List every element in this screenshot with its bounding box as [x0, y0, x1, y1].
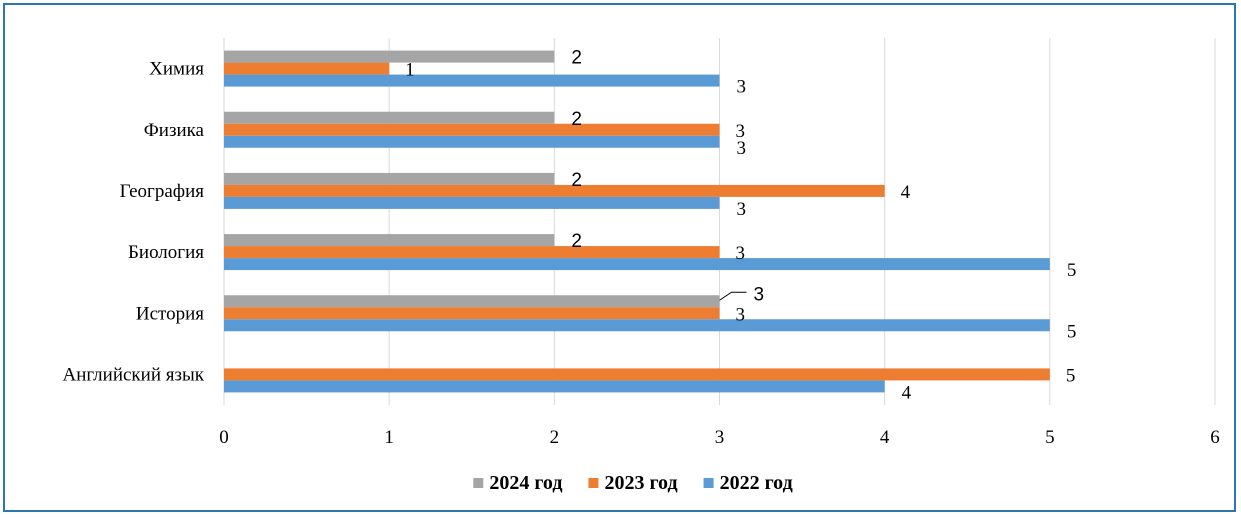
grid-lines — [223, 38, 1216, 405]
bar — [224, 50, 555, 63]
legend-swatch — [473, 478, 484, 488]
data-label: 3 — [737, 199, 747, 220]
category-label: Английский язык — [62, 364, 204, 385]
bar — [224, 380, 885, 393]
data-label: 1 — [405, 60, 415, 81]
x-tick-label: 1 — [384, 427, 394, 448]
bar — [224, 368, 1050, 381]
data-label: 3 — [736, 243, 746, 264]
bar — [224, 123, 720, 136]
tick-labels: 0 1 2 3 4 5 6 — [219, 427, 1220, 448]
bar — [224, 172, 555, 185]
data-label: 2 — [571, 48, 582, 69]
bar — [224, 111, 555, 124]
legend: 2024 год 2023 год 2022 год — [473, 472, 793, 494]
bar — [224, 234, 555, 247]
category-label: Биология — [128, 242, 204, 263]
legend-item: 2024 год — [473, 472, 562, 494]
legend-swatch — [588, 478, 599, 488]
bar — [224, 74, 720, 87]
data-label: 3 — [737, 138, 747, 159]
legend-label: 2023 год — [604, 472, 677, 494]
bars — [224, 50, 1050, 393]
x-tick-label: 5 — [1045, 427, 1055, 448]
data-label: 3 — [737, 77, 747, 98]
data-label: 4 — [901, 182, 911, 203]
leader-line — [719, 291, 747, 301]
category-label: Химия — [149, 59, 204, 80]
data-label: 5 — [1067, 321, 1077, 342]
x-tick-label: 2 — [550, 427, 560, 448]
data-label: 2 — [571, 231, 582, 252]
x-tick-label: 4 — [880, 427, 890, 448]
data-label: 3 — [736, 304, 746, 325]
bar — [224, 246, 720, 259]
bar — [224, 295, 720, 308]
category-label: География — [120, 181, 205, 202]
x-tick-label: 6 — [1210, 427, 1220, 448]
category-labels: Химия Физика География Биология История Англи… — [62, 59, 204, 386]
data-label: 3 — [754, 284, 765, 305]
data-label: 5 — [1067, 260, 1077, 281]
legend-item: 2022 год — [703, 472, 793, 494]
legend-item: 2023 год — [588, 472, 678, 494]
bar — [224, 258, 1050, 271]
bar — [224, 319, 1050, 332]
bar — [224, 184, 885, 197]
data-label: 2 — [571, 170, 582, 191]
data-label: 4 — [902, 382, 912, 403]
x-tick-label: 0 — [219, 427, 229, 448]
bar — [224, 62, 390, 75]
data-label: 3 — [736, 121, 746, 142]
bar — [224, 307, 720, 320]
data-label: 2 — [571, 109, 582, 130]
legend-label: 2024 год — [489, 472, 562, 494]
legend-swatch — [703, 478, 714, 488]
category-label: История — [136, 303, 204, 324]
bar — [224, 196, 720, 209]
data-label: 5 — [1066, 365, 1076, 386]
legend-label: 2022 год — [720, 472, 793, 494]
x-tick-label: 3 — [715, 427, 725, 448]
bar — [224, 135, 720, 148]
category-label: Физика — [144, 120, 205, 141]
